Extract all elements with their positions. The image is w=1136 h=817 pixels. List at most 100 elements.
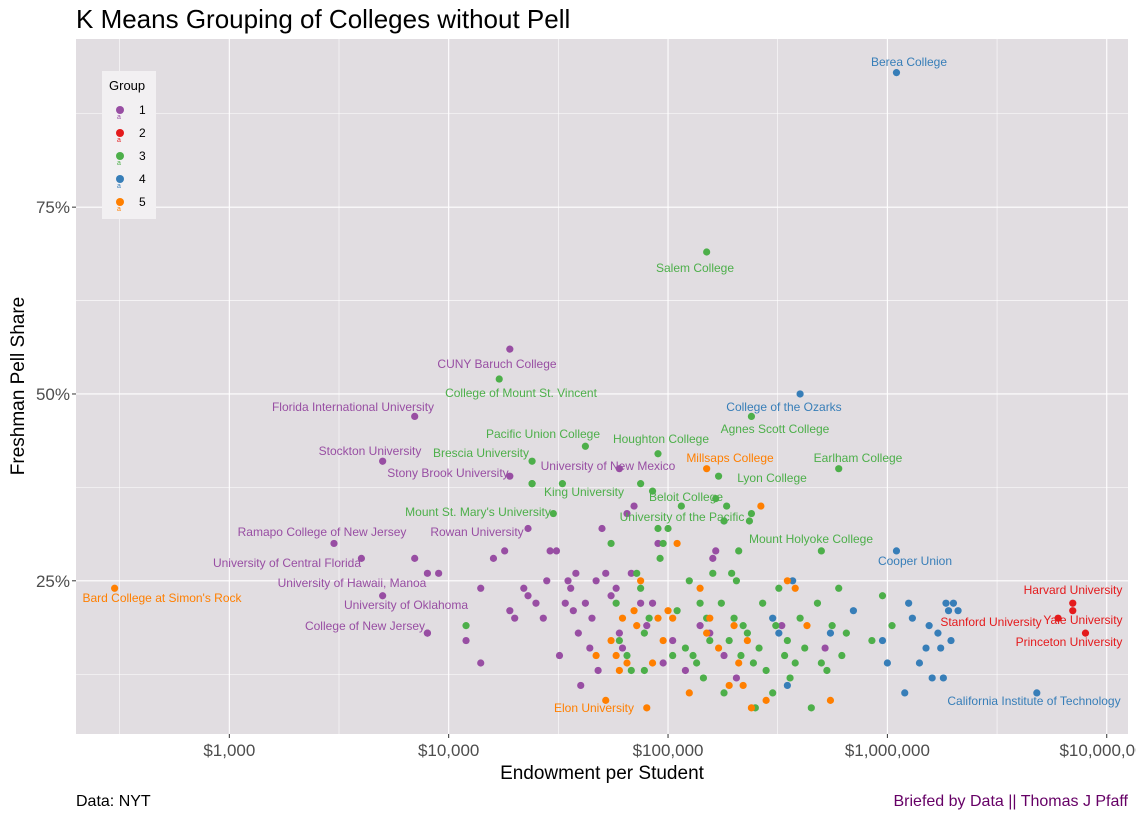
data-point-group-1 xyxy=(696,622,704,630)
data-point-group-1 xyxy=(379,457,387,465)
data-point-group-5 xyxy=(637,577,645,585)
data-point-group-1 xyxy=(618,644,627,652)
point-label: Houghton College xyxy=(613,432,709,446)
data-point-group-4 xyxy=(905,599,913,607)
data-point-group-3 xyxy=(681,644,690,652)
data-point-group-4 xyxy=(789,577,797,585)
x-tick-label: $1,000,000 xyxy=(845,741,930,760)
data-point-group-5 xyxy=(703,465,711,473)
point-label: University of the Pacific xyxy=(620,510,745,524)
caption-source: Data: NYT xyxy=(76,793,151,810)
data-point-group-3 xyxy=(709,569,717,577)
data-point-group-5 xyxy=(618,614,627,622)
data-point-group-1 xyxy=(546,547,554,555)
data-point-group-3 xyxy=(581,442,589,450)
data-point-group-3 xyxy=(801,644,809,652)
data-point-group-3 xyxy=(714,472,723,480)
data-point-group-3 xyxy=(717,599,725,607)
data-point-group-2 xyxy=(1081,629,1090,637)
data-point-group-4 xyxy=(928,674,936,682)
data-point-group-1 xyxy=(555,651,564,660)
data-point-group-3 xyxy=(759,599,767,607)
x-tick-label: $10,000 xyxy=(418,741,479,760)
data-point-group-3 xyxy=(673,607,681,615)
data-point-group-4 xyxy=(892,69,901,77)
point-label: Rowan University xyxy=(430,525,523,539)
data-point-group-3 xyxy=(703,248,711,256)
point-label: Earlham College xyxy=(814,451,903,465)
data-point-group-1 xyxy=(669,636,677,645)
point-label: College of the Ozarks xyxy=(726,400,841,414)
point-label: College of New Jersey xyxy=(305,619,425,633)
data-point-group-4 xyxy=(1033,689,1041,697)
data-point-group-3 xyxy=(835,465,843,473)
data-point-group-4 xyxy=(901,689,909,697)
data-point-group-3 xyxy=(699,674,708,682)
data-point-group-3 xyxy=(656,554,664,562)
data-point-group-4 xyxy=(878,636,887,645)
legend-key-3 xyxy=(116,152,124,160)
data-point-group-4 xyxy=(775,629,783,637)
data-point-group-5 xyxy=(706,614,714,622)
point-label: Lyon College xyxy=(737,471,807,485)
data-point-group-3 xyxy=(633,569,641,577)
data-point-group-1 xyxy=(506,472,514,480)
data-point-group-3 xyxy=(835,584,843,592)
data-point-group-2 xyxy=(1069,607,1077,615)
point-label: Brescia University xyxy=(433,446,529,460)
legend-key-4 xyxy=(116,175,124,183)
data-point-group-3 xyxy=(739,622,747,630)
data-point-group-1 xyxy=(543,577,551,585)
legend-key-glyph: a xyxy=(117,160,121,167)
point-label: Elon University xyxy=(554,701,634,715)
data-point-group-4 xyxy=(944,607,953,615)
data-point-group-1 xyxy=(574,629,582,637)
point-label: Beloit College xyxy=(649,490,723,504)
data-point-group-1 xyxy=(637,599,645,607)
data-point-group-3 xyxy=(664,524,672,533)
data-point-group-1 xyxy=(598,524,606,533)
data-point-group-4 xyxy=(883,659,891,667)
data-point-group-3 xyxy=(728,569,736,577)
data-point-group-5 xyxy=(111,584,119,592)
data-point-group-5 xyxy=(673,539,681,548)
data-point-group-1 xyxy=(539,614,547,622)
data-point-group-1 xyxy=(643,622,651,630)
x-tick-label: $10,000,000 xyxy=(1059,741,1136,760)
point-label: California Institute of Technology xyxy=(947,694,1120,708)
data-point-group-1 xyxy=(681,666,690,675)
data-point-group-3 xyxy=(735,547,743,555)
data-point-group-1 xyxy=(615,629,623,637)
data-point-group-3 xyxy=(807,704,815,712)
data-point-group-1 xyxy=(654,539,662,548)
data-point-group-5 xyxy=(602,696,610,704)
data-point-group-1 xyxy=(623,509,631,518)
point-label: Stanford University xyxy=(940,615,1041,629)
data-point-group-3 xyxy=(696,599,704,607)
data-point-group-3 xyxy=(817,547,825,555)
point-label: Princeton University xyxy=(1016,635,1123,649)
data-point-group-3 xyxy=(745,517,754,525)
data-point-group-3 xyxy=(828,622,836,630)
data-point-group-3 xyxy=(677,502,685,510)
point-label: Salem College xyxy=(656,261,734,275)
data-point-group-1 xyxy=(612,584,620,592)
legend-title: Group xyxy=(109,78,145,93)
data-point-group-4 xyxy=(922,644,930,652)
data-point-group-1 xyxy=(506,607,514,615)
data-point-group-5 xyxy=(643,704,651,712)
y-axis-ticks: 25% 50% 75% xyxy=(36,198,76,591)
data-point-group-1 xyxy=(602,569,610,577)
data-point-group-1 xyxy=(532,599,540,607)
data-point-group-3 xyxy=(612,599,620,607)
legend-box xyxy=(102,71,156,219)
data-point-group-3 xyxy=(743,629,751,637)
data-point-group-3 xyxy=(495,375,503,383)
data-point-group-3 xyxy=(730,614,738,622)
data-point-group-1 xyxy=(477,659,485,667)
data-point-group-3 xyxy=(762,666,770,675)
data-point-group-5 xyxy=(607,636,615,645)
data-point-group-3 xyxy=(786,674,794,682)
data-point-group-1 xyxy=(732,674,741,682)
point-label: Millsaps College xyxy=(686,451,774,465)
